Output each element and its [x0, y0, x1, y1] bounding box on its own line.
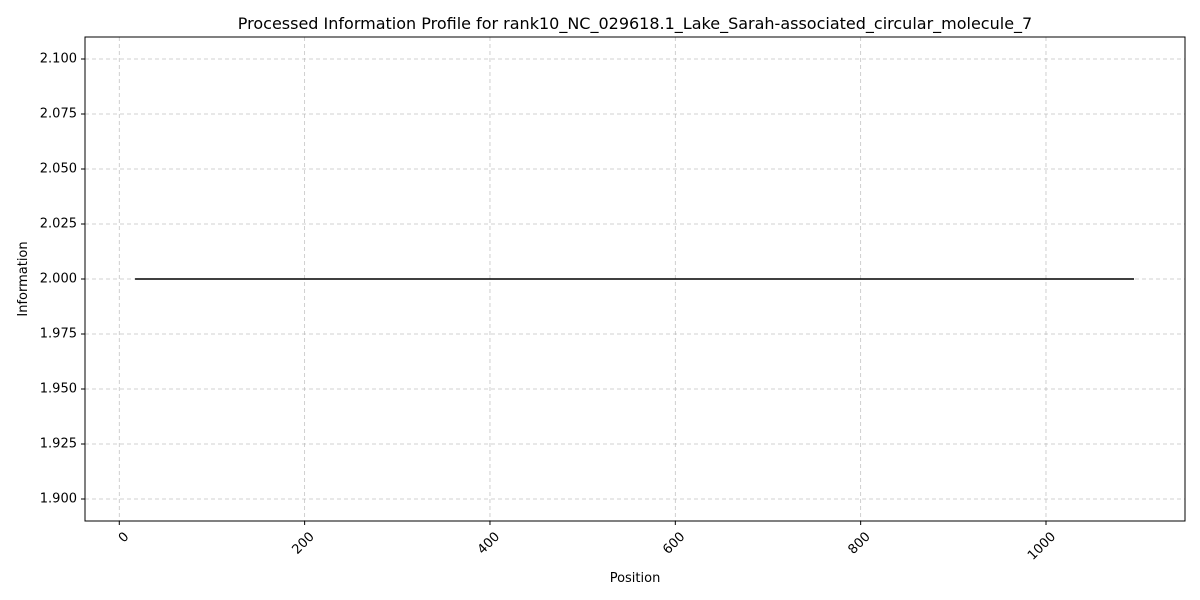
y-axis-label: Information: [16, 241, 31, 316]
x-axis-label: Position: [610, 571, 661, 586]
y-tick-label: 2.050: [40, 162, 77, 177]
y-tick-label: 1.925: [40, 437, 77, 452]
y-tick-label: 1.900: [40, 492, 77, 507]
y-tick-label: 2.025: [40, 217, 77, 232]
y-tick-label: 1.950: [40, 382, 77, 397]
y-axis: 1.900 1.925 1.950 1.975 2.000 2.025 2.050 2.075…: [40, 52, 85, 507]
y-tick-label: 2.100: [40, 52, 77, 67]
y-tick-label: 2.000: [40, 272, 77, 287]
chart-title: Processed Information Profile for rank10…: [238, 14, 1032, 34]
y-tick-label: 1.975: [40, 327, 77, 342]
grid: [85, 37, 1185, 521]
y-tick-label: 2.075: [40, 107, 77, 122]
